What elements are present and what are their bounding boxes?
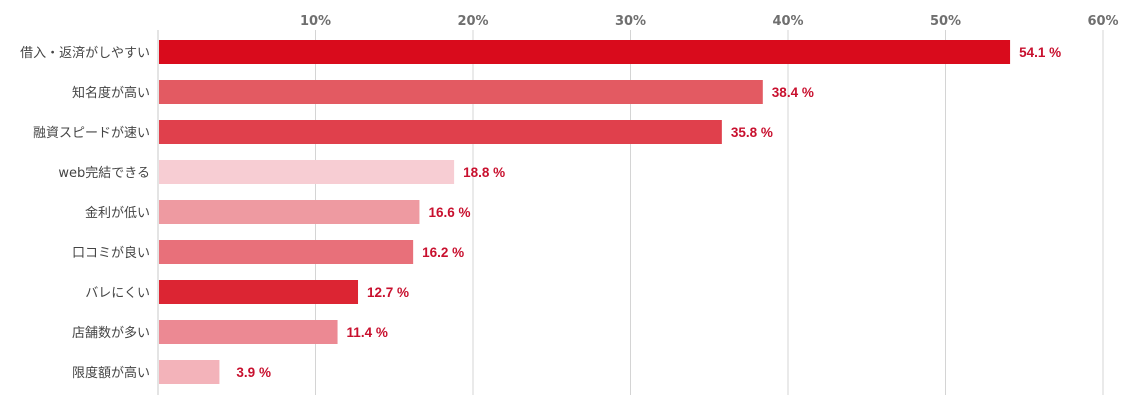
category-label-8: 店舗数が多い [72, 325, 150, 341]
category-label-3: 融資スピードが速い [33, 126, 150, 141]
value-labels: 54.1 % 38.4 % 35.8 % 18.8 % 16.6 % 16.2 % 12.7… [236, 45, 1061, 380]
category-label-9: 限度額が高い [72, 365, 150, 381]
x-tick-label-60: 60% [1087, 14, 1118, 29]
value-label-6: 16.2 % [422, 245, 464, 260]
bar-1 [159, 40, 1011, 64]
bars [159, 40, 1011, 384]
category-label-4: web完結できる [58, 166, 150, 181]
category-label-1: 借入・返済がしやすい [20, 45, 150, 61]
category-label-7: バレにくい [85, 286, 150, 301]
x-tick-label-30: 30% [615, 14, 646, 29]
value-label-5: 16.6 % [428, 205, 470, 220]
bar-3 [159, 120, 722, 144]
bar-4 [159, 160, 455, 184]
bar-2 [159, 80, 763, 104]
value-label-9: 3.9 % [236, 365, 271, 380]
x-tick-label-50: 50% [930, 14, 961, 29]
bar-8 [159, 320, 338, 344]
value-label-2: 38.4 % [772, 85, 814, 100]
x-tick-label-40: 40% [772, 14, 803, 29]
value-label-4: 18.8 % [463, 165, 505, 180]
value-label-7: 12.7 % [367, 285, 409, 300]
category-label-6: 口コミが良い [72, 245, 150, 261]
category-label-2: 知名度が高い [72, 85, 150, 101]
value-label-3: 35.8 % [731, 125, 773, 140]
bar-9 [159, 360, 220, 384]
x-tick-label-20: 20% [457, 14, 488, 29]
value-label-8: 11.4 % [347, 325, 388, 340]
category-label-5: 金利が低い [85, 205, 150, 221]
x-axis-ticks: 10% 20% 30% 40% 50% 60% [300, 14, 1119, 29]
x-tick-label-10: 10% [300, 14, 331, 29]
bar-6 [159, 240, 414, 264]
bar-7 [159, 280, 359, 304]
bar-5 [159, 200, 420, 224]
value-label-1: 54.1 % [1019, 45, 1061, 60]
